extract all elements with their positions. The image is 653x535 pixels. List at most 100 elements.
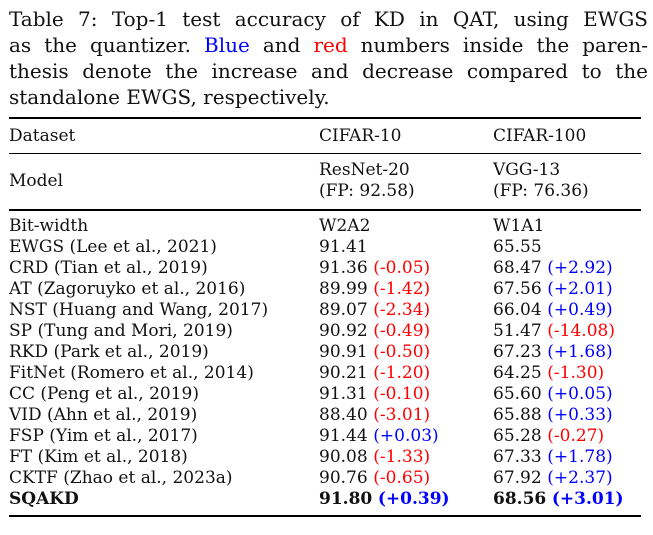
cifar100-cell: 67.33 (+1.78) (493, 447, 641, 468)
value: 66.04 (493, 300, 542, 320)
delta-value: (+0.03) (373, 426, 439, 446)
delta-value: (+2.37) (547, 468, 613, 488)
cifar100-cell: 67.23 (+1.68) (493, 342, 641, 363)
delta-value: (+2.01) (547, 279, 613, 299)
value: 67.33 (493, 447, 542, 467)
value: 90.76 (319, 468, 368, 488)
value: 65.28 (493, 426, 542, 446)
cifar10-cell: 89.99 (-1.42) (319, 279, 493, 300)
value: 90.91 (319, 342, 368, 362)
method-cell: CRD (Tian et al., 2019) (9, 258, 208, 278)
table-caption: Table 7: Top-1 test accuracy of KD in QA… (0, 0, 653, 110)
value: 89.99 (319, 279, 368, 299)
delta-value: (-1.30) (547, 363, 605, 383)
red-keyword: red (313, 33, 348, 57)
row-cktf: CKTF (Zhao et al., 2023a) 90.76 (-0.65) 6… (9, 468, 641, 489)
model-name: VGG-13 (493, 160, 561, 180)
value: 51.47 (493, 321, 542, 341)
row-model: Model ResNet-20 (FP: 92.58) VGG-13 (FP: … (9, 153, 641, 211)
delta-value: (-2.34) (373, 300, 431, 320)
value: 65.60 (493, 384, 542, 404)
method-cell: SQAKD (9, 489, 79, 509)
cifar100-cell: W1A1 (493, 210, 641, 237)
method-cell: FSP (Yim et al., 2017) (9, 426, 198, 446)
delta-value: (-0.27) (547, 426, 605, 446)
model-name: ResNet-20 (319, 160, 410, 180)
value: 67.23 (493, 342, 542, 362)
row-dataset: Dataset CIFAR-10 CIFAR-100 (9, 118, 641, 154)
cifar100-cell: 65.55 (493, 237, 641, 258)
cifar100-cell: 64.25 (-1.30) (493, 363, 641, 384)
value: 90.08 (319, 447, 368, 467)
model-cifar10-cell: ResNet-20 (FP: 92.58) (319, 153, 493, 211)
cifar10-cell: 90.91 (-0.50) (319, 342, 493, 363)
value: 89.07 (319, 300, 368, 320)
method-cell: SP (Tung and Mori, 2019) (9, 321, 233, 341)
model-label-cell: Model (9, 153, 319, 211)
value: 91.41 (319, 237, 368, 257)
method-cell: VID (Ahn et al., 2019) (9, 405, 198, 425)
model-cifar100-cell: VGG-13 (FP: 76.36) (493, 153, 641, 211)
delta-value: (+1.68) (547, 342, 613, 362)
caption-text: as the quantizer. (9, 33, 204, 57)
delta-value: (+1.78) (547, 447, 613, 467)
dataset-label-cell: Dataset (9, 118, 319, 154)
value: 91.36 (319, 258, 368, 278)
row-vid: VID (Ahn et al., 2019) 88.40 (-3.01) 65.8… (9, 405, 641, 426)
row-fitnet: FitNet (Romero et al., 2014) 90.21 (-1.20… (9, 363, 641, 384)
cifar100-cell: 67.92 (+2.37) (493, 468, 641, 489)
value: 88.40 (319, 405, 368, 425)
delta-value: (-0.05) (373, 258, 431, 278)
caption-line-4: standalone EWGS, respectively. (9, 85, 330, 109)
dataset-cifar100-cell: CIFAR-100 (493, 118, 641, 154)
dataset-cifar10-cell: CIFAR-10 (319, 118, 493, 154)
cifar10-cell: 91.41 (319, 237, 493, 258)
cifar100-cell: 68.56 (+3.01) (493, 489, 641, 516)
model-fp-accuracy: (FP: 92.58) (319, 181, 415, 201)
cifar10-cell: 91.31 (-0.10) (319, 384, 493, 405)
results-table: Dataset CIFAR-10 CIFAR-100 Model ResNet-… (9, 117, 641, 517)
method-cell: FT (Kim et al., 2018) (9, 447, 188, 467)
cifar10-cell: 89.07 (-2.34) (319, 300, 493, 321)
method-cell: EWGS (Lee et al., 2021) (9, 237, 217, 257)
row-nst: NST (Huang and Wang, 2017) 89.07 (-2.34) … (9, 300, 641, 321)
cifar10-cell: W2A2 (319, 210, 493, 237)
value: 67.92 (493, 468, 542, 488)
value: W1A1 (493, 216, 545, 236)
method-cell: Bit-width (9, 216, 89, 236)
delta-value: (-1.20) (373, 363, 431, 383)
delta-value: (-0.10) (373, 384, 431, 404)
value: 65.55 (493, 237, 542, 257)
cifar10-cell: 91.44 (+0.03) (319, 426, 493, 447)
method-cell: RKD (Park et al., 2019) (9, 342, 209, 362)
delta-value: (+2.92) (547, 258, 613, 278)
row-ewgs: EWGS (Lee et al., 2021) 91.41 65.55 (9, 237, 641, 258)
blue-keyword: Blue (204, 33, 250, 57)
model-fp-accuracy: (FP: 76.36) (493, 181, 589, 201)
row-fsp: FSP (Yim et al., 2017) 91.44 (+0.03) 65.2… (9, 426, 641, 447)
delta-value: (-0.65) (373, 468, 431, 488)
cifar10-cell: 90.76 (-0.65) (319, 468, 493, 489)
value: 90.92 (319, 321, 368, 341)
row-at: AT (Zagoruyko et al., 2016) 89.99 (-1.42)… (9, 279, 641, 300)
value: 91.31 (319, 384, 368, 404)
caption-line-2: as the quantizer. Blue and red numbers i… (9, 32, 648, 58)
delta-value: (+0.49) (547, 300, 613, 320)
value: 64.25 (493, 363, 542, 383)
value: 68.47 (493, 258, 542, 278)
delta-value: (-3.01) (373, 405, 431, 425)
row-cc: CC (Peng et al., 2019) 91.31 (-0.10) 65.6… (9, 384, 641, 405)
cifar100-cell: 51.47 (-14.08) (493, 321, 641, 342)
cifar10-cell: 90.08 (-1.33) (319, 447, 493, 468)
row-sqakd: SQAKD 91.80 (+0.39) 68.56 (+3.01) (9, 489, 641, 516)
caption-text: numbers inside the paren- (347, 33, 648, 57)
cifar10-cell: 90.21 (-1.20) (319, 363, 493, 384)
row-bitwidth: Bit-width W2A2 W1A1 (9, 210, 641, 237)
value: 91.80 (319, 489, 373, 509)
delta-value: (-1.42) (373, 279, 431, 299)
method-cell: CC (Peng et al., 2019) (9, 384, 199, 404)
cifar100-cell: 65.88 (+0.33) (493, 405, 641, 426)
delta-value: (-1.33) (373, 447, 431, 467)
cifar10-cell: 91.80 (+0.39) (319, 489, 493, 516)
